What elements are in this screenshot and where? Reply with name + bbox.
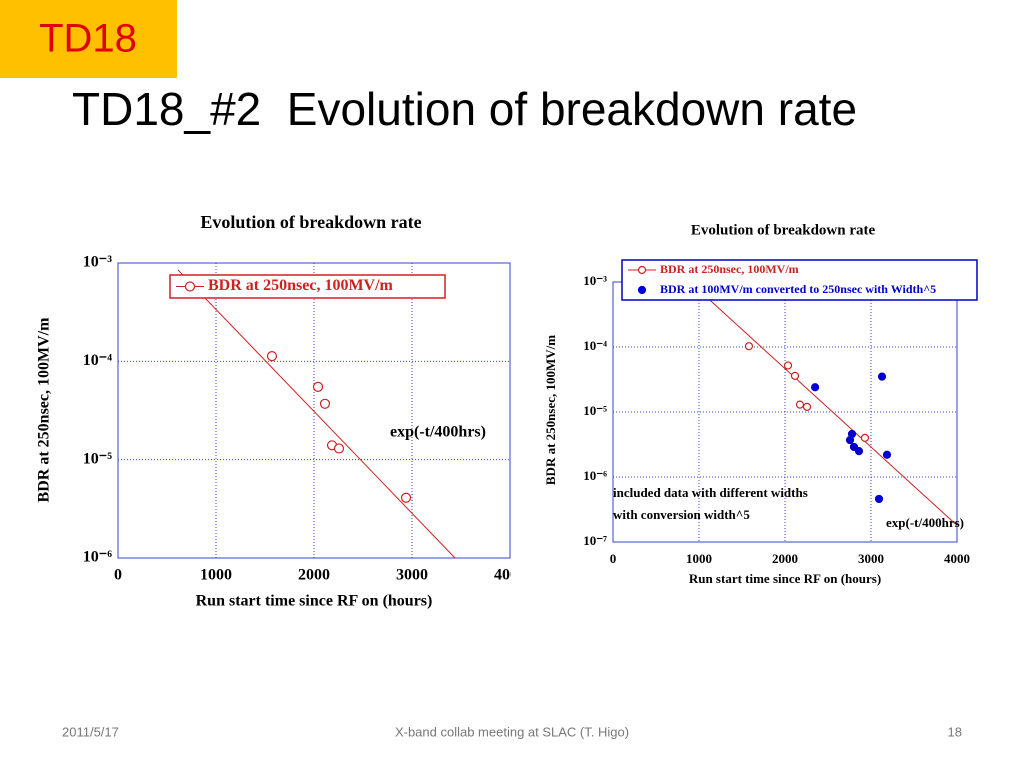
x-tick-label: 4000	[944, 551, 970, 566]
annotation: with conversion width^5	[613, 507, 750, 522]
data-point	[860, 433, 870, 442]
y-tick-label: 10⁻⁴	[83, 352, 112, 369]
legend-label: BDR at 250nsec, 100MV/m	[660, 262, 799, 276]
y-axis-label: BDR at 250nsec, 100MV/m	[36, 317, 53, 503]
fit-label: exp(-t/400hrs)	[886, 515, 964, 530]
y-tick-label: 10⁻⁵	[83, 450, 112, 467]
legend-box	[169, 274, 446, 299]
y-tick-label: 10⁻⁴	[583, 338, 607, 353]
data-point	[882, 450, 892, 459]
fit-label: exp(-t/400hrs)	[390, 424, 486, 441]
data-point	[874, 494, 884, 504]
data-point	[854, 447, 864, 456]
data-point	[319, 398, 331, 409]
y-tick-label: 10⁻⁶	[583, 468, 607, 483]
fit-line	[177, 269, 456, 559]
chart-1: Evolution of breakdown rate Run start tim…	[36, 212, 526, 610]
footer-page: 18	[948, 724, 962, 739]
data-point	[845, 435, 855, 445]
x-axis-label: Run start time since RF on (hours)	[689, 571, 881, 586]
legend-label: BDR at 250nsec, 100MV/m	[208, 277, 394, 294]
y-tick-label: 10⁻⁵	[583, 403, 607, 418]
badge-box	[0, 0, 177, 78]
badge: TD18	[39, 17, 137, 61]
data-point	[266, 351, 278, 362]
y-tick-label: 10⁻³	[83, 254, 112, 271]
x-tick-label: 3000	[858, 551, 884, 566]
x-tick-label: 3000	[396, 567, 428, 584]
x-tick-label: 4000	[494, 567, 526, 584]
legend-label: BDR at 100MV/m converted to 250nsec with…	[660, 282, 936, 296]
x-tick-label: 0	[610, 551, 617, 566]
slide-title: TD18_#2 Evolution of breakdown rate	[72, 83, 857, 135]
footer-date: 2011/5/17	[62, 724, 119, 739]
chart-title: Evolution of breakdown rate	[691, 222, 876, 238]
data-point	[783, 361, 793, 370]
data-point	[312, 381, 324, 392]
data-point	[795, 400, 805, 409]
chart-2: Evolution of breakdown rate Run start tim…	[543, 222, 978, 586]
x-axis-label: Run start time since RF on (hours)	[196, 593, 433, 610]
chart-title: Evolution of breakdown rate	[200, 212, 421, 232]
data-point	[333, 443, 345, 454]
x-tick-label: 1000	[686, 551, 712, 566]
legend-marker	[637, 285, 647, 295]
data-point	[744, 342, 754, 351]
y-axis-label: BDR at 250nsec, 100MV/m	[543, 335, 558, 485]
x-tick-label: 0	[114, 567, 122, 584]
x-tick-label: 2000	[298, 567, 330, 584]
data-point	[877, 372, 887, 381]
annotation: included data with different widths	[613, 485, 808, 500]
legend-box	[621, 259, 978, 301]
fit-line	[689, 281, 958, 526]
y-tick-label: 10⁻³	[583, 273, 607, 288]
y-tick-label: 10⁻⁷	[583, 533, 607, 548]
footer-center: X-band collab meeting at SLAC (T. Higo)	[395, 724, 629, 739]
data-point	[802, 402, 812, 411]
legend-marker	[184, 281, 196, 292]
data-point	[810, 383, 820, 392]
y-tick-label: 10⁻⁶	[83, 549, 112, 566]
legend-marker	[637, 265, 647, 275]
data-point	[790, 371, 800, 380]
x-tick-label: 1000	[200, 567, 232, 584]
data-point	[400, 492, 412, 503]
x-tick-label: 2000	[772, 551, 798, 566]
